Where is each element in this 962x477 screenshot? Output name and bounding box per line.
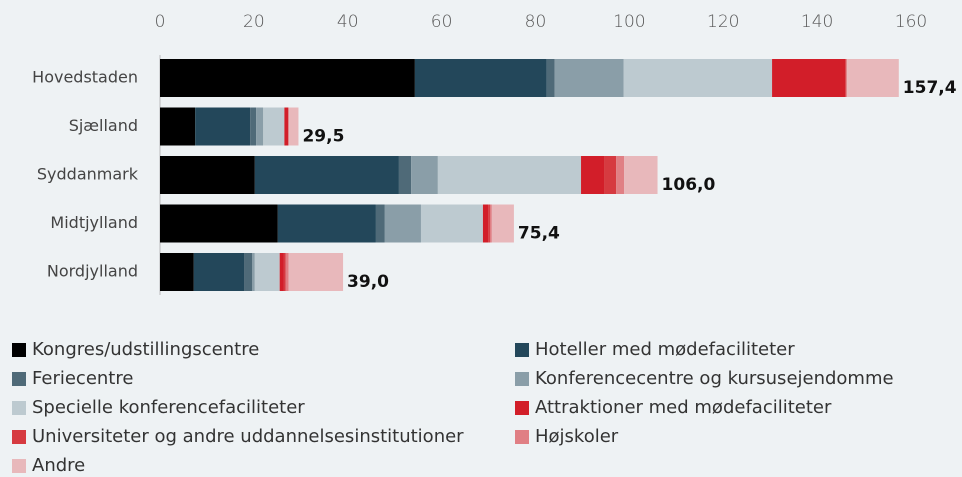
bar-segment — [279, 253, 284, 291]
bar-segment — [160, 204, 278, 243]
bar-segment — [488, 204, 490, 243]
legend-label: Højskoler — [535, 426, 619, 447]
bar-segment — [285, 253, 289, 291]
x-tick-label: 100 — [613, 12, 645, 32]
legend-label: Universiteter og andre uddannelsesinstit… — [32, 426, 464, 447]
x-tick-label: 60 — [431, 12, 453, 32]
category-label: Midtjylland — [50, 213, 138, 232]
bar-segment — [263, 107, 285, 146]
legend-swatch — [12, 459, 26, 473]
bar-segment — [772, 59, 846, 97]
legend-label: Andre — [32, 455, 85, 476]
bar-segment — [624, 156, 658, 194]
bar-segment — [160, 253, 194, 291]
category-label: Nordjylland — [47, 262, 138, 281]
legend-label: Konferencecentre og kursusejendomme — [535, 368, 894, 389]
legend-swatch — [12, 343, 26, 357]
bar-segment — [398, 156, 412, 194]
bar-segment — [289, 107, 299, 146]
x-tick-label: 140 — [801, 12, 833, 32]
bar-segment — [375, 204, 385, 243]
legend-label: Kongres/udstillingscentre — [32, 339, 259, 360]
category-label: Sjælland — [69, 116, 138, 135]
bar-segment — [847, 59, 899, 97]
bar-segment — [160, 156, 255, 194]
x-tick-label: 40 — [337, 12, 359, 32]
bar-segment — [160, 59, 415, 97]
bar-segment — [251, 253, 255, 291]
bar-segment — [250, 107, 257, 146]
bar-segment — [581, 156, 605, 194]
bar-segment — [284, 107, 289, 146]
legend-label: Hoteller med mødefaciliteter — [535, 339, 795, 360]
legend-swatch — [515, 372, 529, 386]
x-tick-label: 120 — [707, 12, 739, 32]
bar-segment — [546, 59, 555, 97]
bar-segment — [437, 156, 582, 194]
bar-segment — [846, 59, 848, 97]
bar-segment — [623, 59, 773, 97]
legend-swatch — [515, 401, 529, 415]
bar-segment — [420, 204, 483, 243]
bar-segment — [489, 204, 492, 243]
bar-segment — [283, 253, 286, 291]
legend-swatch — [515, 343, 529, 357]
x-tick-label: 80 — [525, 12, 547, 32]
legend-label: Attraktioner med mødefaciliteter — [535, 397, 832, 418]
x-tick-label: 160 — [895, 12, 927, 32]
total-label: 157,4 — [903, 78, 957, 98]
bar-segment — [411, 156, 438, 194]
bar-segment — [845, 59, 847, 97]
bar-segment — [256, 107, 264, 146]
total-label: 39,0 — [347, 272, 389, 292]
bar-segment — [288, 253, 344, 291]
category-label: Syddanmark — [37, 165, 139, 184]
bar-segment — [244, 253, 252, 291]
legend-swatch — [12, 372, 26, 386]
bar-segment — [277, 204, 376, 243]
bar-segment — [193, 253, 245, 291]
category-label: Hovedstaden — [32, 68, 138, 87]
bar-segment — [414, 59, 547, 97]
bar-segment — [254, 156, 399, 194]
bar-segment — [384, 204, 421, 243]
bar-segment — [491, 204, 514, 243]
x-tick-label: 20 — [243, 12, 265, 32]
x-tick-label: 0 — [155, 12, 166, 32]
bar-segment — [616, 156, 625, 194]
bar-segment — [482, 204, 489, 243]
legend-swatch — [12, 430, 26, 444]
total-label: 29,5 — [302, 127, 344, 147]
legend-swatch — [12, 401, 26, 415]
legend-swatch — [515, 430, 529, 444]
bar-segment — [288, 107, 290, 146]
total-label: 106,0 — [662, 175, 716, 195]
bar-segment — [195, 107, 251, 146]
legend-label: Specielle konferencefaciliteter — [32, 397, 305, 418]
bar-segment — [160, 107, 196, 146]
total-label: 75,4 — [518, 224, 560, 244]
legend-label: Feriecentre — [32, 368, 133, 389]
bar-segment — [254, 253, 280, 291]
bar-segment — [554, 59, 624, 97]
bar-segment — [604, 156, 617, 194]
